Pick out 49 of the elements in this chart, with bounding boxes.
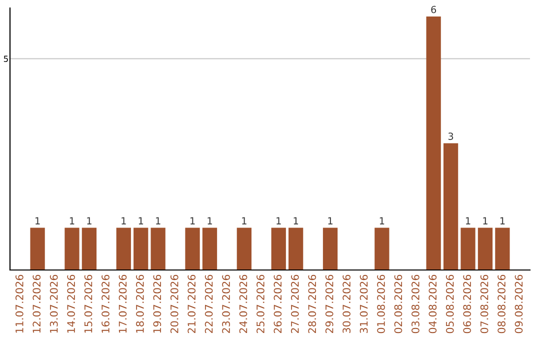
y-tick-label: 5 bbox=[4, 56, 8, 62]
x-tick-label: 26.07.2026 bbox=[274, 274, 282, 334]
x-tick-label: 17.07.2026 bbox=[118, 274, 127, 333]
data-label: 1 bbox=[294, 217, 298, 224]
data-label: 1 bbox=[87, 217, 92, 224]
x-tick-label: 14.07.2026 bbox=[67, 274, 76, 333]
x-tick-label: 11.07.2026 bbox=[15, 274, 24, 333]
data-label: 1 bbox=[466, 217, 470, 224]
x-tick-label: 24.07.2026 bbox=[239, 274, 248, 334]
data-label: 1 bbox=[190, 217, 195, 224]
x-tick-label: 30.07.2026 bbox=[342, 274, 351, 334]
data-label: 3 bbox=[448, 132, 454, 140]
data-label: 1 bbox=[483, 217, 488, 224]
x-tick-label: 02.08.2026 bbox=[394, 274, 402, 334]
x-tick-label: 12.07.2026 bbox=[32, 274, 41, 333]
x-tick-label: 16.07.2026 bbox=[102, 274, 110, 333]
x-tick-label: 29.07.2026 bbox=[325, 274, 334, 334]
x-tick-label: 13.07.2026 bbox=[50, 274, 58, 333]
x-tick-label: 09.08.2026 bbox=[514, 274, 523, 334]
x-tick-label: 18.07.2026 bbox=[136, 274, 144, 333]
data-label: 6 bbox=[431, 6, 436, 14]
x-tick-label: 04.08.2026 bbox=[428, 274, 437, 334]
x-tick-label: 01.08.2026 bbox=[377, 274, 385, 334]
data-label: 1 bbox=[36, 217, 40, 224]
x-tick-label: 20.07.2026 bbox=[170, 274, 178, 334]
data-label: 1 bbox=[156, 217, 160, 224]
data-label: 1 bbox=[138, 217, 144, 224]
data-label: 1 bbox=[122, 217, 126, 224]
data-label: 1 bbox=[380, 217, 384, 224]
x-tick-label: 19.07.2026 bbox=[153, 274, 162, 333]
x-tick-label: 07.08.2026 bbox=[480, 274, 488, 334]
x-tick-label: 25.07.2026 bbox=[256, 274, 264, 334]
data-label: 1 bbox=[500, 217, 505, 224]
x-tick-label: 03.08.2026 bbox=[412, 274, 420, 334]
data-label: 1 bbox=[242, 217, 246, 224]
x-tick-label: 05.08.2026 bbox=[446, 274, 454, 334]
x-tick-label: 27.07.2026 bbox=[290, 274, 299, 334]
data-label: 1 bbox=[208, 217, 212, 224]
data-label: 1 bbox=[328, 217, 332, 224]
x-tick-label: 31.07.2026 bbox=[360, 274, 368, 334]
data-label: 1 bbox=[70, 217, 74, 224]
data-label: 1 bbox=[276, 217, 281, 224]
x-tick-label: 23.07.2026 bbox=[222, 274, 230, 334]
x-tick-label: 21.07.2026 bbox=[188, 274, 196, 334]
x-tick-label: 08.08.2026 bbox=[498, 274, 506, 334]
x-tick-label: 15.07.2026 bbox=[84, 274, 92, 333]
x-tick-label: 22.07.2026 bbox=[204, 274, 213, 334]
x-tick-label: 06.08.2026 bbox=[463, 274, 472, 334]
x-tick-label: 28.07.2026 bbox=[308, 274, 316, 334]
